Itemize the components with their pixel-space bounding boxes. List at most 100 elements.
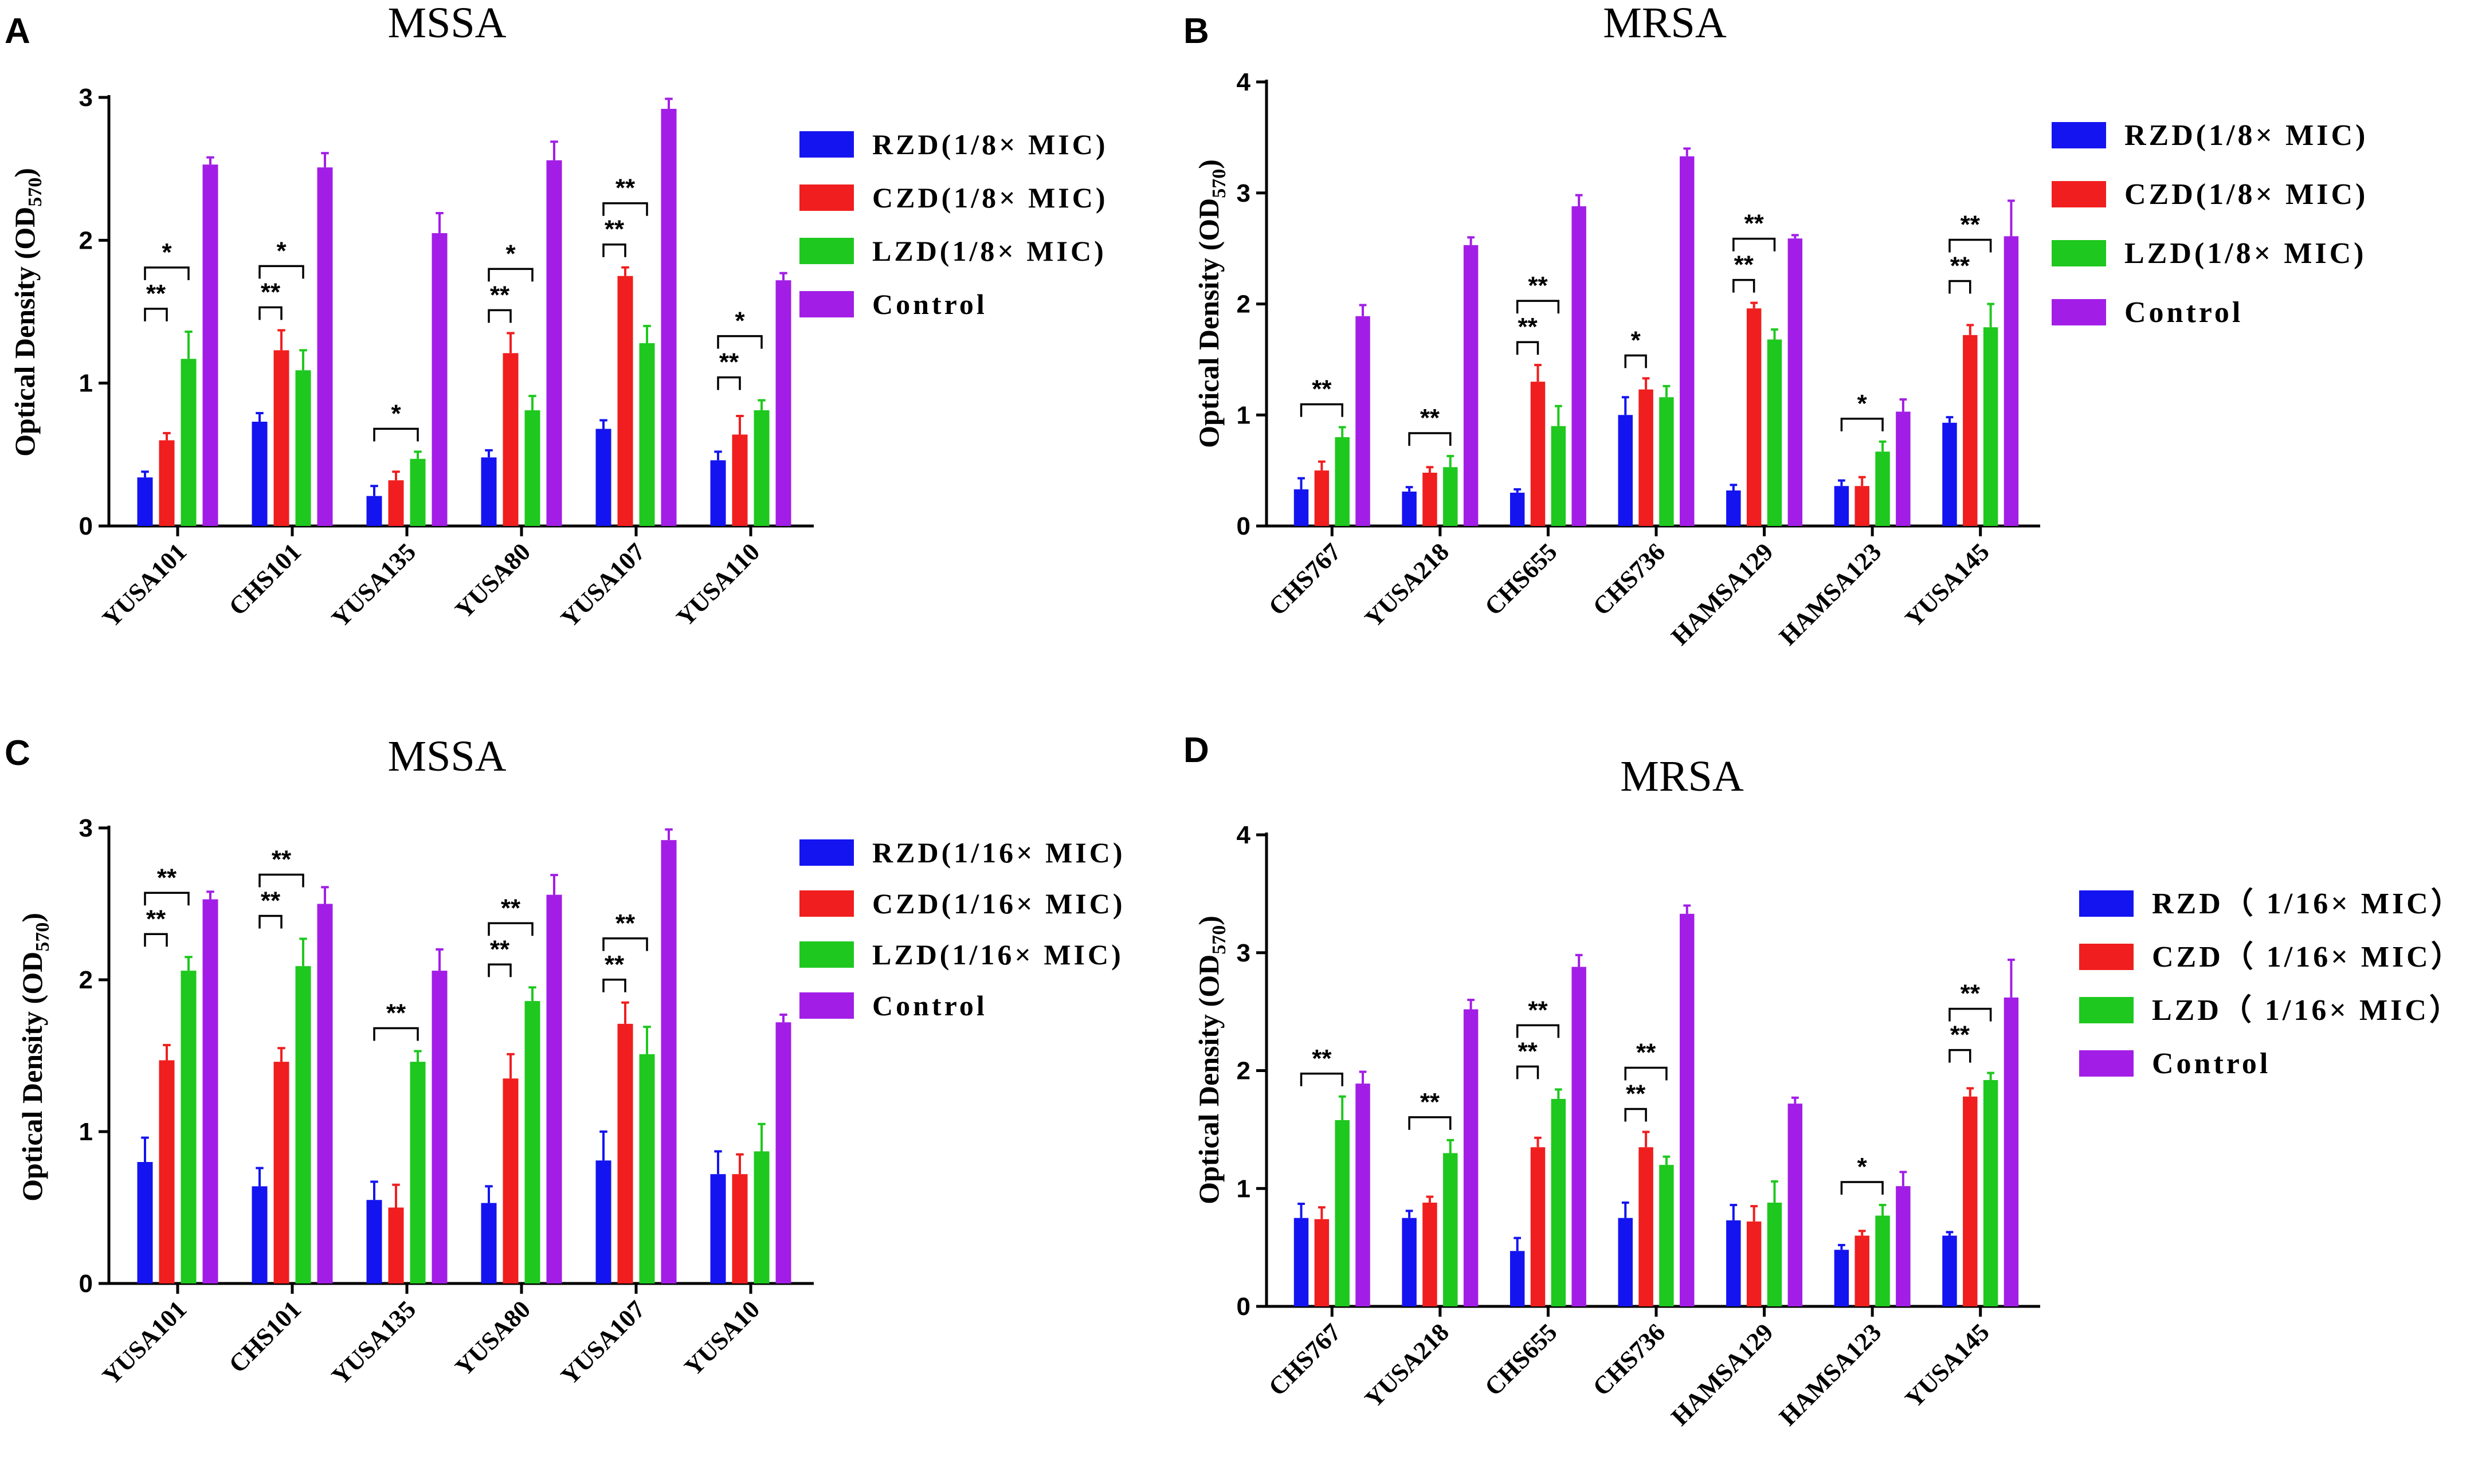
bar-lzd bbox=[1767, 1202, 1782, 1306]
significance-label: ** bbox=[1961, 980, 1981, 1008]
bar-czd bbox=[159, 440, 175, 526]
legend-label-lzd: LZD(1/8× MIC) bbox=[872, 235, 1107, 267]
significance-bracket bbox=[717, 376, 741, 390]
significance-bracket bbox=[717, 335, 763, 349]
bar-czd bbox=[273, 350, 289, 526]
bar-rzd bbox=[1618, 1218, 1633, 1306]
legend-swatch-rzd bbox=[799, 839, 854, 866]
significance-bracket bbox=[1300, 403, 1343, 417]
significance-bracket bbox=[1516, 1024, 1560, 1038]
bar-lzd bbox=[295, 966, 311, 1283]
y-axis-label-subscript: 570 bbox=[25, 178, 46, 207]
legend-swatch-czd bbox=[2052, 181, 2106, 207]
chart-panel-c: C MSSA Optical Density (OD570) 0 1 2 3 YUSA101 C… bbox=[5, 732, 1126, 1390]
category-label: HAMSA123 bbox=[1774, 1318, 1887, 1431]
bar-czd bbox=[1746, 1221, 1762, 1306]
bar-control bbox=[1680, 913, 1695, 1306]
bar-control bbox=[661, 840, 677, 1283]
bar-control bbox=[317, 904, 333, 1283]
category-label: CHS655 bbox=[1479, 537, 1562, 621]
significance-bracket bbox=[144, 308, 168, 321]
significance-label: ** bbox=[261, 886, 281, 914]
bar-rzd bbox=[1402, 1218, 1417, 1306]
legend-swatch-lzd bbox=[799, 238, 854, 264]
bar-control bbox=[1680, 156, 1695, 526]
legend-label-czd: CZD(1/8× MIC) bbox=[872, 182, 1108, 214]
bar-rzd bbox=[252, 421, 268, 526]
bar-lzd bbox=[1875, 1215, 1890, 1306]
bar-rzd bbox=[1942, 422, 1957, 526]
significance-label: ** bbox=[1961, 211, 1981, 239]
significance-label: * bbox=[276, 237, 287, 265]
legend-label-rzd: RZD（ 1/16× MIC） bbox=[2152, 887, 2464, 920]
significance-label: ** bbox=[1636, 1038, 1656, 1066]
bar-control bbox=[546, 160, 562, 526]
significance-label: * bbox=[391, 399, 401, 427]
legend-swatch-lzd bbox=[2079, 997, 2134, 1023]
significance-bracket bbox=[258, 306, 283, 320]
bar-lzd bbox=[1659, 397, 1674, 526]
bar-lzd bbox=[1335, 1120, 1350, 1306]
legend-label-czd: CZD(1/16× MIC) bbox=[872, 888, 1126, 920]
bar-lzd bbox=[410, 1062, 426, 1283]
legend-swatch-control bbox=[2052, 299, 2106, 325]
y-axis-label: Optical Density (OD570) bbox=[1193, 916, 1230, 1204]
significance-bracket bbox=[1408, 432, 1452, 446]
bar-czd bbox=[617, 276, 633, 526]
y-tick-label: 3 bbox=[79, 814, 93, 842]
legend-label-rzd: RZD(1/8× MIC) bbox=[2124, 119, 2368, 152]
y-tick-label: 0 bbox=[1237, 512, 1250, 540]
legend-swatch-control bbox=[799, 291, 854, 317]
y-axis-label: Optical Density (OD570) bbox=[9, 168, 46, 457]
significance-label: ** bbox=[261, 278, 281, 306]
significance-bracket bbox=[258, 914, 283, 929]
legend-label-rzd: RZD(1/8× MIC) bbox=[872, 128, 1108, 160]
legend-label-lzd: LZD(1/8× MIC) bbox=[2124, 237, 2367, 270]
chart-title: MSSA bbox=[388, 0, 507, 47]
y-tick-label: 2 bbox=[1237, 290, 1250, 319]
y-tick-label: 0 bbox=[79, 512, 93, 540]
category-label: YUSA135 bbox=[326, 537, 421, 633]
y-tick-label: 0 bbox=[79, 1270, 93, 1298]
legend-label-control: Control bbox=[2152, 1047, 2271, 1080]
significance-label: ** bbox=[605, 215, 625, 244]
bar-czd bbox=[1530, 382, 1546, 526]
significance-bracket bbox=[1732, 278, 1755, 293]
y-tick-label: 3 bbox=[1237, 179, 1250, 207]
bar-rzd bbox=[137, 477, 153, 526]
bar-control bbox=[1787, 238, 1803, 526]
chart-title: MSSA bbox=[388, 732, 507, 780]
significance-label: * bbox=[1857, 1153, 1868, 1181]
bar-czd bbox=[273, 1062, 289, 1283]
significance-bracket bbox=[1948, 238, 1992, 253]
bar-lzd bbox=[1875, 452, 1890, 526]
category-label: YUSA10 bbox=[679, 1295, 765, 1381]
bar-control bbox=[202, 164, 218, 527]
legend-label-czd: CZD(1/8× MIC) bbox=[2124, 178, 2368, 211]
bar-czd bbox=[1638, 389, 1653, 526]
significance-bracket bbox=[1516, 300, 1560, 314]
significance-bracket bbox=[1624, 354, 1647, 368]
legend-swatch-control bbox=[2079, 1050, 2134, 1077]
significance-bracket bbox=[144, 266, 190, 280]
significance-bracket bbox=[1948, 280, 1971, 294]
significance-bracket bbox=[1840, 418, 1884, 431]
bar-lzd bbox=[1443, 467, 1458, 526]
legend-label-lzd: LZD(1/16× MIC) bbox=[872, 939, 1124, 971]
significance-label: * bbox=[162, 238, 172, 266]
significance-bracket bbox=[144, 933, 168, 947]
significance-bracket bbox=[602, 937, 648, 951]
significance-bracket bbox=[1948, 1007, 1992, 1022]
y-tick-label: 0 bbox=[1237, 1293, 1250, 1321]
y-axis-label-text: Optical Density (OD bbox=[9, 207, 41, 457]
bar-czd bbox=[1854, 486, 1869, 526]
category-label: YUSA101 bbox=[97, 1295, 192, 1390]
legend-swatch-czd bbox=[799, 890, 854, 917]
bar-czd bbox=[1314, 1219, 1330, 1306]
bar-lzd bbox=[1551, 1098, 1566, 1306]
category-label: YUSA80 bbox=[450, 1295, 536, 1381]
bar-czd bbox=[732, 434, 748, 526]
bar-lzd bbox=[181, 359, 197, 526]
bar-lzd bbox=[1335, 437, 1350, 526]
